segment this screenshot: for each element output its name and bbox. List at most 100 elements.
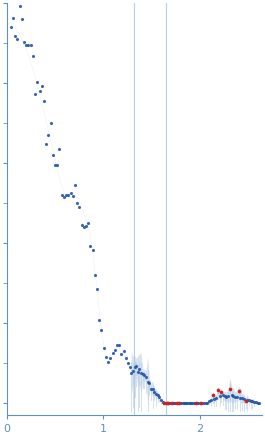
Point [86, 220, 90, 227]
Point [166, 399, 170, 406]
Point [188, 399, 192, 406]
Point [173, 399, 178, 406]
Point [13, 32, 17, 39]
Point [233, 393, 237, 400]
Point [171, 399, 175, 406]
Point [64, 191, 68, 198]
Point [156, 391, 160, 398]
Point [88, 242, 92, 249]
Point [194, 400, 198, 407]
Point [11, 15, 15, 22]
Point [101, 345, 106, 352]
Point [20, 15, 24, 22]
Point [255, 399, 260, 406]
Point [228, 385, 232, 392]
Point [33, 90, 37, 97]
Point [24, 42, 28, 49]
Point [62, 194, 66, 201]
Point [149, 385, 153, 392]
Point [223, 393, 227, 400]
Point [53, 162, 57, 169]
Point [145, 379, 150, 386]
Point [46, 131, 51, 138]
Point [170, 400, 174, 407]
Point [82, 224, 86, 231]
Point [26, 42, 31, 49]
Point [198, 399, 203, 406]
Point [151, 385, 155, 392]
Point [184, 399, 188, 406]
Point [37, 87, 42, 94]
Point [121, 347, 126, 354]
Point [178, 399, 182, 406]
Point [124, 355, 128, 362]
Point [247, 397, 251, 404]
Point [119, 350, 123, 357]
Point [205, 399, 210, 406]
Point [211, 392, 215, 399]
Point [165, 400, 169, 407]
Point [144, 373, 148, 380]
Point [104, 354, 108, 361]
Point [204, 399, 208, 406]
Point [154, 390, 158, 397]
Point [9, 24, 13, 31]
Point [200, 399, 204, 406]
Point [142, 371, 147, 378]
Point [29, 42, 33, 49]
Point [236, 387, 241, 394]
Point [202, 399, 206, 406]
Point [174, 399, 179, 406]
Point [17, 2, 22, 9]
Point [161, 399, 165, 406]
Point [190, 399, 195, 406]
Point [214, 395, 218, 402]
Point [128, 364, 132, 371]
Point [31, 52, 35, 59]
Point [216, 387, 220, 394]
Point [42, 98, 46, 105]
Point [254, 399, 258, 406]
Point [168, 399, 173, 406]
Point [97, 316, 101, 323]
Point [111, 350, 115, 357]
Point [257, 399, 262, 406]
Point [137, 365, 142, 372]
Point [141, 371, 145, 378]
Point [189, 399, 193, 406]
Point [245, 396, 249, 403]
Point [126, 360, 130, 367]
Point [249, 398, 253, 405]
Point [129, 370, 133, 377]
Point [136, 368, 140, 375]
Point [226, 393, 230, 400]
Point [77, 204, 82, 211]
Point [73, 181, 77, 188]
Point [242, 396, 246, 403]
Point [70, 193, 75, 200]
Point [15, 35, 20, 42]
Point [252, 399, 256, 406]
Point [183, 399, 187, 406]
Point [115, 342, 119, 349]
Point [60, 191, 64, 198]
Point [196, 399, 201, 406]
Point [229, 392, 234, 399]
Point [172, 399, 176, 406]
Point [218, 393, 222, 400]
Point [139, 369, 143, 376]
Point [157, 394, 161, 401]
Point [182, 399, 186, 406]
Point [113, 347, 117, 354]
Point [117, 342, 121, 349]
Point [51, 151, 55, 158]
Point [75, 199, 79, 206]
Point [131, 367, 135, 374]
Point [197, 399, 202, 406]
Point [212, 395, 217, 402]
Point [179, 399, 184, 406]
Point [187, 399, 191, 406]
Point [180, 399, 185, 406]
Point [207, 398, 211, 405]
Point [44, 140, 48, 147]
